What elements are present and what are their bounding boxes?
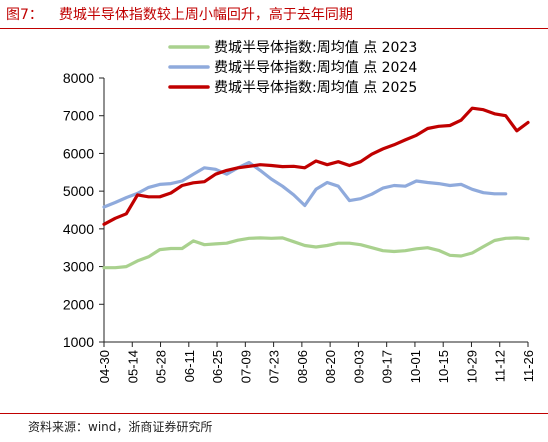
x-tick-label: 10-01 bbox=[408, 350, 423, 383]
y-tick-label: 5000 bbox=[63, 183, 94, 199]
x-tick-label: 06-25 bbox=[210, 350, 225, 383]
x-tick-label: 10-15 bbox=[436, 350, 451, 383]
x-tick-label: 11-12 bbox=[493, 350, 508, 382]
figure-title: 图7： 费城半导体指数较上周小幅回升，高于去年同期 bbox=[6, 4, 353, 24]
x-tick-label: 05-28 bbox=[154, 350, 169, 383]
y-tick-label: 6000 bbox=[63, 145, 94, 161]
series-line-3 bbox=[102, 106, 530, 226]
legend-label-3: 费城半导体指数:周均值 点 2025 bbox=[214, 80, 417, 96]
x-tick-label: 07-23 bbox=[267, 350, 282, 383]
source-note: 资料来源：wind，浙商证券研究所 bbox=[28, 420, 213, 434]
figure-title-text: 费城半导体指数较上周小幅回升，高于去年同期 bbox=[58, 7, 353, 23]
x-tick-label: 10-29 bbox=[464, 350, 479, 383]
y-tick-label: 8000 bbox=[63, 70, 94, 86]
series-line-1 bbox=[102, 236, 530, 270]
y-tick-label: 4000 bbox=[63, 221, 94, 237]
x-tick-label: 08-06 bbox=[295, 350, 310, 383]
title-rule bbox=[0, 28, 548, 29]
y-tick-label: 7000 bbox=[63, 108, 94, 124]
legend-label-1: 费城半导体指数:周均值 点 2023 bbox=[214, 40, 417, 56]
series-line-2 bbox=[102, 160, 508, 209]
y-tick-label: 1000 bbox=[63, 334, 94, 350]
x-tick-label: 05-14 bbox=[125, 350, 140, 383]
x-tick-label: 08-20 bbox=[323, 350, 338, 383]
figure-number: 图7： bbox=[6, 7, 43, 23]
y-tick-label: 2000 bbox=[63, 296, 94, 312]
x-tick-label: 09-17 bbox=[380, 350, 395, 383]
x-tick-label: 09-03 bbox=[351, 350, 366, 383]
x-tick-label: 06-11 bbox=[182, 350, 197, 382]
x-tick-label: 11-26 bbox=[521, 350, 536, 382]
source-rule bbox=[0, 413, 548, 414]
legend-label-2: 费城半导体指数:周均值 点 2024 bbox=[214, 60, 417, 76]
y-tick-label: 3000 bbox=[63, 259, 94, 275]
x-tick-label: 07-09 bbox=[238, 350, 253, 383]
x-tick-label: 04-30 bbox=[97, 350, 112, 383]
